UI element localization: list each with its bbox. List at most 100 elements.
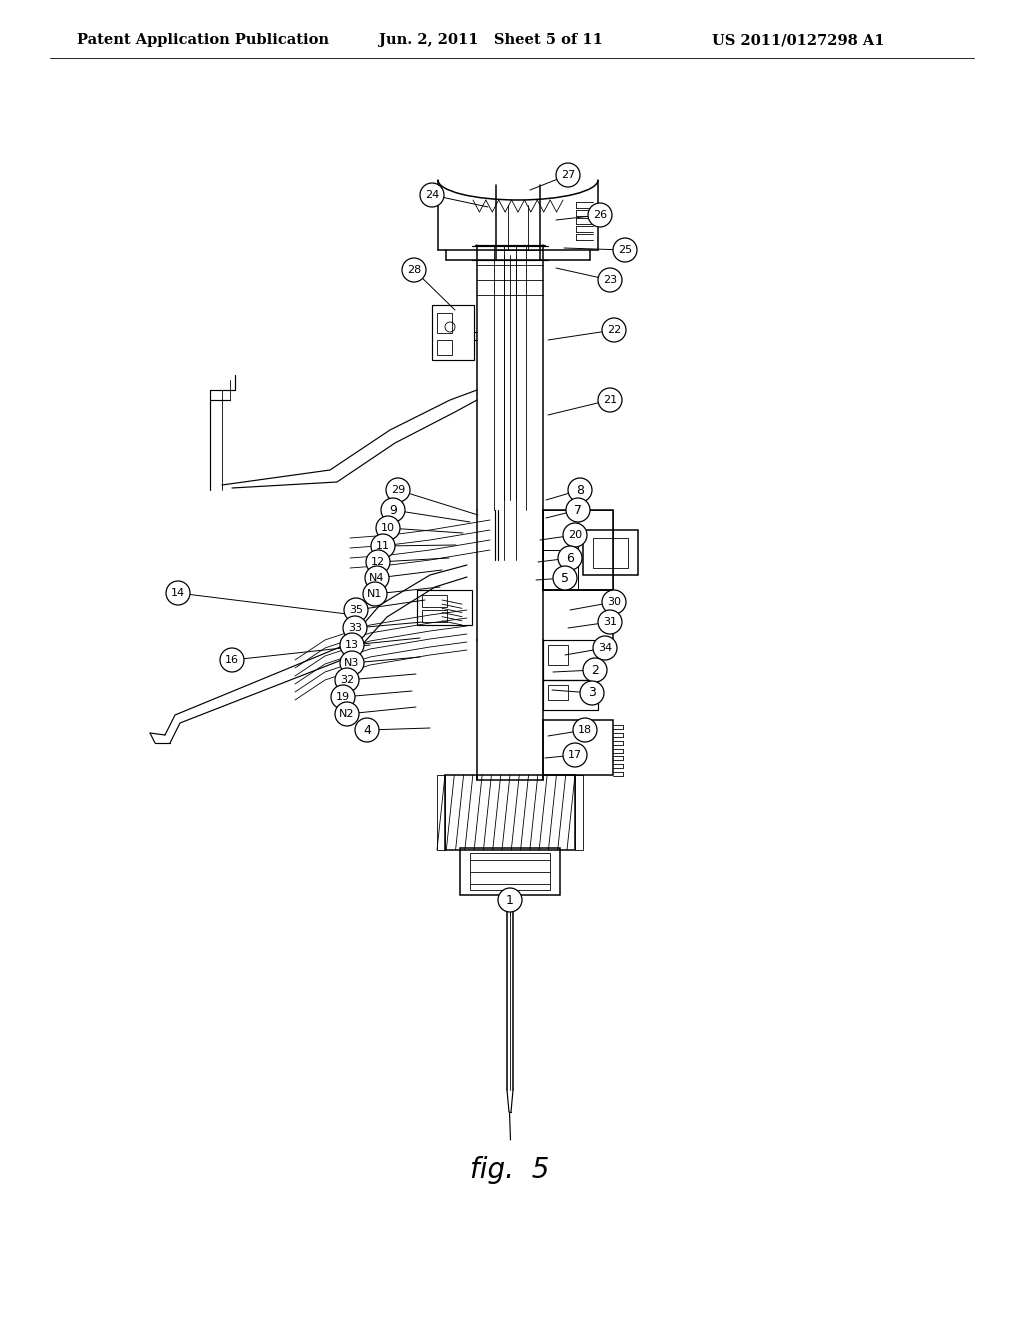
Text: N3: N3 bbox=[344, 657, 359, 668]
Circle shape bbox=[366, 550, 390, 574]
Circle shape bbox=[498, 888, 522, 912]
Circle shape bbox=[568, 478, 592, 502]
Circle shape bbox=[386, 478, 410, 502]
Circle shape bbox=[588, 203, 612, 227]
Circle shape bbox=[340, 651, 364, 675]
Text: 1: 1 bbox=[506, 894, 514, 907]
Circle shape bbox=[355, 718, 379, 742]
Circle shape bbox=[344, 598, 368, 622]
Text: 12: 12 bbox=[371, 557, 385, 568]
Text: US 2011/0127298 A1: US 2011/0127298 A1 bbox=[712, 33, 884, 48]
Text: 16: 16 bbox=[225, 655, 239, 665]
Text: 24: 24 bbox=[425, 190, 439, 201]
Text: 21: 21 bbox=[603, 395, 617, 405]
Bar bbox=[417, 590, 472, 624]
Text: 23: 23 bbox=[603, 275, 617, 285]
Text: 31: 31 bbox=[603, 616, 617, 627]
Circle shape bbox=[563, 523, 587, 546]
Bar bbox=[543, 680, 598, 710]
Bar bbox=[548, 645, 568, 665]
Circle shape bbox=[558, 546, 582, 570]
Text: 29: 29 bbox=[391, 484, 406, 495]
Text: 20: 20 bbox=[568, 531, 582, 540]
Text: N1: N1 bbox=[368, 589, 383, 599]
Text: 30: 30 bbox=[607, 597, 621, 607]
Bar bbox=[548, 685, 568, 700]
Text: N4: N4 bbox=[370, 573, 385, 583]
Circle shape bbox=[556, 162, 580, 187]
Circle shape bbox=[573, 718, 597, 742]
Text: 19: 19 bbox=[336, 692, 350, 702]
Circle shape bbox=[553, 566, 577, 590]
Circle shape bbox=[613, 238, 637, 261]
Text: 14: 14 bbox=[171, 587, 185, 598]
Text: 10: 10 bbox=[381, 523, 395, 533]
Circle shape bbox=[598, 388, 622, 412]
Text: 3: 3 bbox=[588, 686, 596, 700]
Text: 28: 28 bbox=[407, 265, 421, 275]
Circle shape bbox=[580, 681, 604, 705]
Text: 7: 7 bbox=[574, 503, 582, 516]
Text: 32: 32 bbox=[340, 675, 354, 685]
Circle shape bbox=[365, 566, 389, 590]
Circle shape bbox=[602, 590, 626, 614]
Bar bbox=[543, 640, 598, 680]
Bar bbox=[460, 847, 560, 895]
Text: 22: 22 bbox=[607, 325, 622, 335]
Circle shape bbox=[402, 257, 426, 282]
Text: 5: 5 bbox=[561, 572, 569, 585]
Circle shape bbox=[220, 648, 244, 672]
Text: 18: 18 bbox=[578, 725, 592, 735]
Bar bbox=[583, 531, 638, 576]
Circle shape bbox=[371, 535, 395, 558]
Circle shape bbox=[598, 610, 622, 634]
Circle shape bbox=[376, 516, 400, 540]
Bar bbox=[575, 775, 583, 850]
Text: 2: 2 bbox=[591, 664, 599, 676]
Circle shape bbox=[566, 498, 590, 521]
Text: 25: 25 bbox=[617, 246, 632, 255]
Text: 4: 4 bbox=[364, 723, 371, 737]
Circle shape bbox=[563, 743, 587, 767]
Bar bbox=[437, 775, 445, 850]
Bar bbox=[432, 305, 474, 360]
Circle shape bbox=[593, 636, 617, 660]
Text: 33: 33 bbox=[348, 623, 362, 634]
Circle shape bbox=[598, 268, 622, 292]
Circle shape bbox=[362, 582, 387, 606]
Circle shape bbox=[340, 634, 364, 657]
Bar bbox=[470, 853, 550, 890]
Text: 8: 8 bbox=[575, 483, 584, 496]
Bar bbox=[445, 775, 575, 850]
Text: 9: 9 bbox=[389, 503, 397, 516]
Circle shape bbox=[420, 183, 444, 207]
Text: Jun. 2, 2011   Sheet 5 of 11: Jun. 2, 2011 Sheet 5 of 11 bbox=[379, 33, 603, 48]
Circle shape bbox=[166, 581, 190, 605]
Bar bbox=[578, 510, 613, 590]
Circle shape bbox=[602, 318, 626, 342]
Circle shape bbox=[343, 616, 367, 640]
Circle shape bbox=[335, 702, 359, 726]
Bar bbox=[593, 539, 628, 568]
Text: fig.  5: fig. 5 bbox=[470, 1156, 550, 1184]
Text: 11: 11 bbox=[376, 541, 390, 550]
Circle shape bbox=[583, 657, 607, 682]
Circle shape bbox=[335, 668, 359, 692]
Bar bbox=[543, 550, 578, 590]
Bar bbox=[422, 610, 447, 622]
Text: Patent Application Publication: Patent Application Publication bbox=[77, 33, 329, 48]
Text: 27: 27 bbox=[561, 170, 575, 180]
Bar bbox=[422, 595, 447, 607]
Text: N2: N2 bbox=[339, 709, 354, 719]
Text: 35: 35 bbox=[349, 605, 362, 615]
Bar bbox=[437, 341, 452, 355]
Bar bbox=[543, 719, 613, 775]
Circle shape bbox=[331, 685, 355, 709]
Text: 34: 34 bbox=[598, 643, 612, 653]
Text: 26: 26 bbox=[593, 210, 607, 220]
Text: 17: 17 bbox=[568, 750, 582, 760]
Bar bbox=[437, 313, 452, 333]
Bar bbox=[543, 510, 613, 590]
Text: 6: 6 bbox=[566, 552, 573, 565]
Circle shape bbox=[381, 498, 406, 521]
